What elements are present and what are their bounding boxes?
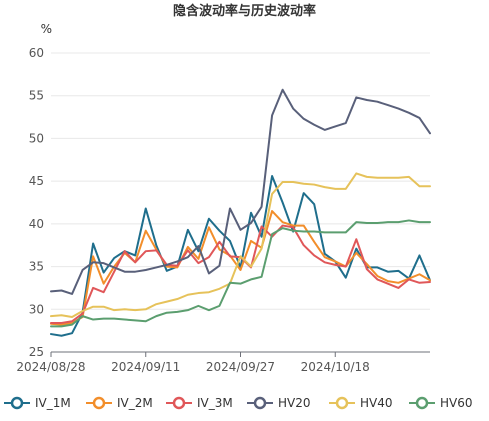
legend-marker	[253, 396, 267, 410]
y-tick-label: 30	[29, 302, 44, 316]
legend-item-hv40[interactable]: HV40	[329, 396, 393, 410]
legend-label: HV40	[360, 396, 393, 410]
legend-item-iv-3m[interactable]: IV_3M	[166, 396, 233, 410]
legend-label: IV_2M	[117, 396, 153, 410]
series-line-hv40	[50, 172, 431, 318]
series-lines	[50, 88, 431, 337]
y-tick-label: 55	[29, 89, 44, 103]
y-tick-label: 45	[29, 174, 44, 188]
legend-marker	[172, 396, 186, 410]
legend: IV_1M IV_2M IV_3M HV20 HV40 HV60	[4, 396, 473, 410]
legend-label: IV_3M	[197, 396, 233, 410]
legend-marker	[10, 396, 24, 410]
series-line-hv60	[50, 219, 431, 328]
legend-item-iv-1m[interactable]: IV_1M	[4, 396, 71, 410]
legend-item-hv20[interactable]: HV20	[247, 396, 311, 410]
legend-marker	[415, 396, 429, 410]
legend-item-hv60[interactable]: HV60	[409, 396, 473, 410]
legend-label: IV_1M	[35, 396, 71, 410]
y-tick-label: 60	[29, 46, 44, 60]
legend-marker	[92, 396, 106, 410]
x-axis: 2024/08/28 2024/09/11 2024/09/27 2024/10/18	[16, 351, 430, 374]
x-tick-label: 2024/09/11	[111, 360, 180, 374]
x-tick-label: 2024/10/18	[301, 360, 370, 374]
legend-marker	[335, 396, 349, 410]
y-tick-label: 40	[29, 217, 44, 231]
y-axis-unit-label: %	[41, 22, 52, 36]
chart-title: 隐含波动率与历史波动率	[173, 3, 316, 19]
legend-item-iv-2m[interactable]: IV_2M	[86, 396, 153, 410]
series-line-hv20	[50, 88, 431, 295]
y-axis-tick-labels: 25 30 35 40 45 50 55 60	[29, 46, 44, 359]
y-tick-label: 35	[29, 260, 44, 274]
x-tick-label: 2024/08/28	[16, 360, 85, 374]
x-tick-label: 2024/09/27	[206, 360, 275, 374]
y-tick-label: 25	[29, 345, 44, 359]
legend-label: HV60	[440, 396, 473, 410]
legend-label: HV20	[278, 396, 311, 410]
y-tick-label: 50	[29, 131, 44, 145]
